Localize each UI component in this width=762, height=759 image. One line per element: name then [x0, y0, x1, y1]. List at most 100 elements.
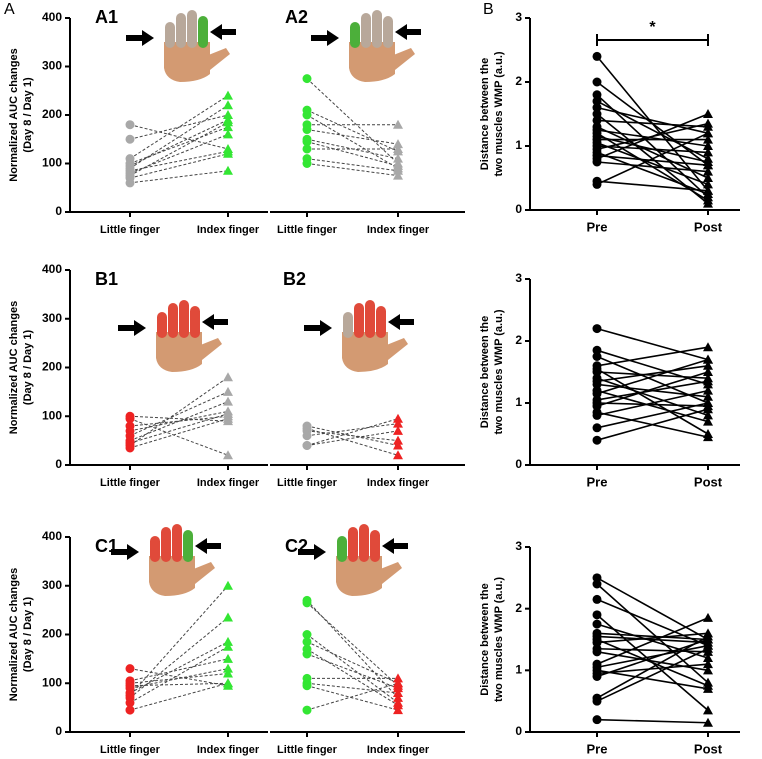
finger	[172, 524, 182, 562]
pair-line	[129, 641, 229, 694]
y-tick-label: 100	[42, 675, 62, 689]
point	[223, 636, 233, 646]
hand-illustration	[298, 524, 408, 596]
y-axis-label: two muscles WMP (a.u.)	[493, 577, 505, 702]
palm	[149, 556, 195, 596]
point	[703, 360, 713, 370]
pair-line	[306, 430, 399, 442]
pair-line	[306, 114, 399, 169]
pair-line	[306, 641, 399, 684]
pair-line	[306, 109, 399, 152]
y-tick-label: 400	[42, 10, 62, 24]
y-tick-label: 2	[515, 74, 522, 88]
finger	[365, 300, 375, 338]
pair-line	[596, 408, 709, 441]
point	[703, 179, 713, 189]
pair-line	[596, 129, 709, 147]
point	[592, 638, 602, 648]
finger	[372, 10, 382, 48]
pair-line	[129, 413, 229, 444]
thumb	[198, 338, 222, 360]
x-tick-label: Index finger	[367, 224, 430, 236]
x-tick-label: Index finger	[197, 477, 260, 489]
point	[302, 144, 312, 154]
point	[223, 372, 233, 382]
point	[393, 165, 403, 175]
point	[393, 688, 403, 697]
hand-illustration	[118, 300, 228, 372]
y-tick-label: 0	[515, 202, 522, 216]
point	[592, 423, 602, 433]
hand-illustration	[111, 524, 221, 596]
point	[703, 612, 713, 622]
finger	[370, 530, 380, 562]
pair-line	[306, 129, 399, 145]
pair-line	[129, 415, 229, 422]
point	[125, 178, 135, 188]
pair-line	[596, 648, 709, 702]
point	[223, 663, 233, 673]
point	[703, 173, 713, 182]
pair-line	[129, 121, 229, 177]
finger	[150, 536, 160, 562]
point	[223, 129, 233, 139]
x-tick-label: Index finger	[197, 224, 260, 236]
point	[703, 160, 713, 170]
point	[703, 705, 713, 715]
y-tick-label: 300	[42, 311, 62, 325]
pair-line	[129, 124, 229, 150]
pair-line	[596, 635, 709, 644]
finger	[179, 300, 189, 338]
y-axis-label: Normalized AUC changes	[8, 48, 20, 181]
point	[302, 137, 312, 147]
point	[125, 120, 135, 130]
point	[592, 77, 602, 87]
arrow	[304, 320, 332, 336]
point	[125, 443, 135, 453]
point	[592, 696, 602, 706]
pair-line	[596, 349, 709, 386]
arrow	[126, 30, 154, 46]
thumb	[206, 48, 230, 70]
pair-line	[306, 430, 399, 446]
pair-line	[596, 663, 709, 675]
point	[223, 580, 233, 590]
point	[223, 100, 233, 110]
x-tick-label: Pre	[587, 219, 608, 234]
point	[703, 683, 713, 693]
pair-line	[129, 391, 229, 437]
point	[592, 672, 602, 681]
point	[223, 413, 233, 423]
point	[703, 631, 713, 641]
finger	[187, 10, 197, 48]
y-tick-label: 0	[55, 724, 62, 738]
finger	[157, 312, 167, 338]
finger	[168, 303, 178, 338]
pair-line	[306, 78, 399, 164]
point	[393, 435, 403, 445]
pair-line	[596, 365, 709, 383]
point	[393, 683, 403, 693]
pair-line	[596, 132, 709, 186]
point	[703, 391, 713, 401]
point	[592, 96, 602, 106]
point	[703, 147, 713, 157]
point	[125, 134, 135, 144]
pair-line	[596, 402, 709, 407]
point	[592, 389, 602, 399]
point	[592, 647, 602, 657]
finger	[350, 22, 360, 48]
point	[302, 649, 312, 659]
point	[223, 653, 233, 663]
y-tick-label: 0	[55, 204, 62, 218]
point	[592, 352, 602, 361]
pair-line	[596, 358, 709, 395]
y-axis-label: Normalized AUC changes	[8, 301, 20, 434]
point	[393, 170, 403, 180]
y-tick-label: 200	[42, 627, 62, 641]
arrow	[195, 538, 221, 554]
finger	[359, 524, 369, 562]
finger	[165, 22, 175, 48]
finger	[343, 312, 353, 338]
